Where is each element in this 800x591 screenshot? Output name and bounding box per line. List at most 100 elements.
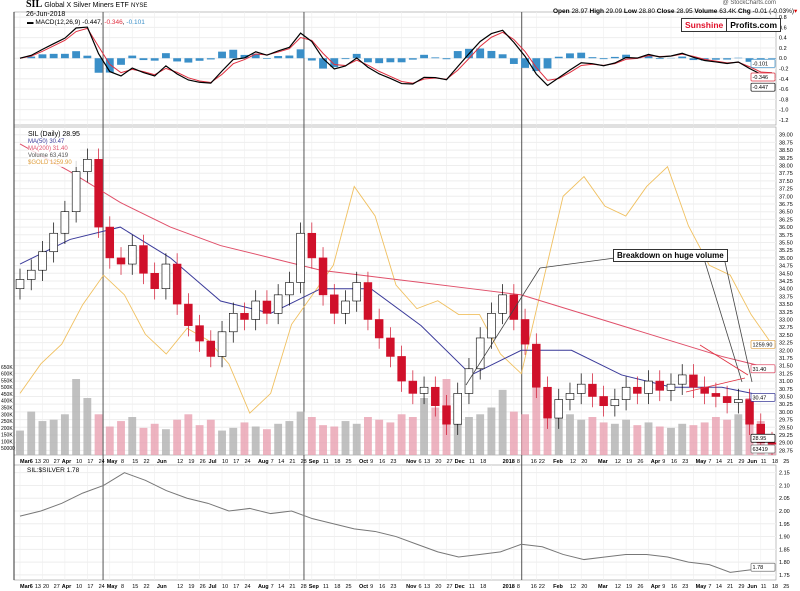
x-axis-label-bottom: 18 (480, 584, 486, 590)
candle (588, 383, 597, 397)
x-axis-label-bottom: Jul (209, 584, 217, 590)
price-y-tick: 38.00 (779, 163, 793, 169)
candle (621, 386, 631, 400)
x-axis-label-bottom: 11 (469, 584, 475, 590)
ma200-value-tag: 31.40 (753, 367, 767, 373)
volume-bar (566, 414, 574, 455)
x-axis-label: 22 (143, 459, 149, 465)
price-y-tick: 36.50 (779, 210, 793, 216)
macd-histogram-bar (150, 58, 159, 61)
candle (172, 263, 182, 305)
macd-histogram-bar (532, 58, 541, 72)
macd-histogram-bar (262, 58, 271, 59)
panel-price (13, 126, 777, 456)
candle (139, 245, 148, 274)
candle (431, 386, 440, 407)
candle (60, 211, 70, 234)
x-axis-label: Jun (747, 459, 757, 465)
x-axis-label: 20 (435, 459, 441, 465)
candle (195, 325, 204, 342)
x-axis-label: 24 (99, 459, 105, 465)
x-axis-label-bottom: 15 (132, 584, 138, 590)
candle (307, 232, 317, 259)
volume-bar (667, 427, 675, 455)
candle (217, 331, 227, 357)
macd-histogram-bar (139, 58, 148, 61)
ratio-y-tick: 1.95 (779, 522, 790, 528)
x-axis-label-bottom: 28 (301, 584, 307, 590)
x-axis-label: Nov (406, 459, 417, 465)
macd-histogram-bar (319, 58, 327, 69)
price-y-tick: 39.00 (779, 133, 793, 139)
macd-signal-line (19, 27, 773, 84)
macd-histogram-bar (38, 54, 47, 59)
macd-histogram-bar (431, 57, 440, 59)
volume-bar (465, 417, 473, 455)
x-axis-label-bottom: Mar (598, 584, 609, 590)
candle (71, 171, 81, 212)
price-y-tick: 37.25 (779, 187, 793, 193)
x-axis-label: Mar (598, 459, 609, 465)
x-axis-label: 19 (626, 459, 632, 465)
high-value: 29.09 (605, 8, 623, 15)
candle (229, 313, 238, 333)
chart-title-line: SIL Global X Silver Miners ETF NYSE (26, 0, 147, 11)
price-y-tick: 28.75 (779, 448, 793, 454)
candle (722, 396, 732, 403)
x-axis-label: 13 (35, 459, 41, 465)
price-y-tick: 33.75 (779, 294, 793, 300)
down-arrow-icon: ▾ (794, 8, 798, 15)
macd-histogram-bar (498, 54, 507, 59)
volume-bar (352, 423, 361, 455)
macd-histogram-bar (745, 58, 754, 62)
ratio-y-tick: 1.90 (779, 535, 790, 541)
gold-value-tag: 1259.90 (753, 342, 773, 348)
volume-y-tick: 400K (1, 399, 13, 405)
security-name: Global X Silver Miners ETF (44, 2, 129, 9)
x-axis-label: 10 (222, 459, 228, 465)
macd-y-tick: -0.2 (779, 67, 788, 73)
x-axis-label-bottom: 9 (370, 584, 373, 590)
x-axis-label-bottom: 25 (345, 584, 351, 590)
panel-ratio (13, 464, 777, 581)
candle (655, 380, 664, 391)
volume-bar (139, 427, 148, 455)
macd-histogram-bar (27, 56, 36, 59)
x-axis-label-bottom: Jun (157, 584, 167, 590)
ratio-legend: SIL:$SILVER 1.78 (27, 467, 80, 474)
x-axis-label-bottom: Mar6 (20, 584, 33, 590)
x-axis-label-bottom: 7 (271, 584, 274, 590)
volume-bar (173, 419, 182, 455)
volume-y-tick: 350K (1, 406, 13, 412)
volume-y-tick: 550K (1, 378, 13, 384)
macd-y-tick: -1.0 (779, 108, 788, 114)
macd-value-tag-box (750, 82, 776, 92)
volume-bar (476, 414, 485, 455)
volume-bar (364, 417, 372, 455)
x-axis-label: Aug (258, 459, 269, 465)
x-axis-label: 8 (121, 459, 124, 465)
macd-histogram-bar (105, 58, 114, 73)
x-axis-label: 15 (132, 459, 138, 465)
annotation-pointer-line (704, 261, 743, 383)
volume-bar (83, 398, 92, 455)
x-axis-label-bottom: 16 (379, 584, 385, 590)
price-y-tick: 37.50 (779, 179, 793, 185)
macd-histogram-bar (723, 58, 732, 60)
close-value-tag-box (750, 433, 776, 443)
x-axis-label: 20 (43, 459, 49, 465)
sunshine-profits-logo: Sunshine Profits.com (681, 18, 782, 32)
macd-histogram-bar (453, 51, 462, 59)
candle (543, 386, 552, 419)
macd-histogram-bar (599, 58, 608, 60)
candle (251, 300, 260, 320)
x-axis-label: 23 (390, 459, 396, 465)
macd-histogram-bar (195, 58, 204, 61)
x-axis-label-bottom: 16 (531, 584, 537, 590)
price-y-tick: 31.50 (779, 364, 793, 370)
price-legend: SIL (Daily) 28.95 MA(50) 30.47 MA(200) 3… (28, 131, 80, 167)
gold-line (19, 165, 773, 414)
volume-bar (532, 381, 541, 455)
macd-line (19, 26, 773, 87)
